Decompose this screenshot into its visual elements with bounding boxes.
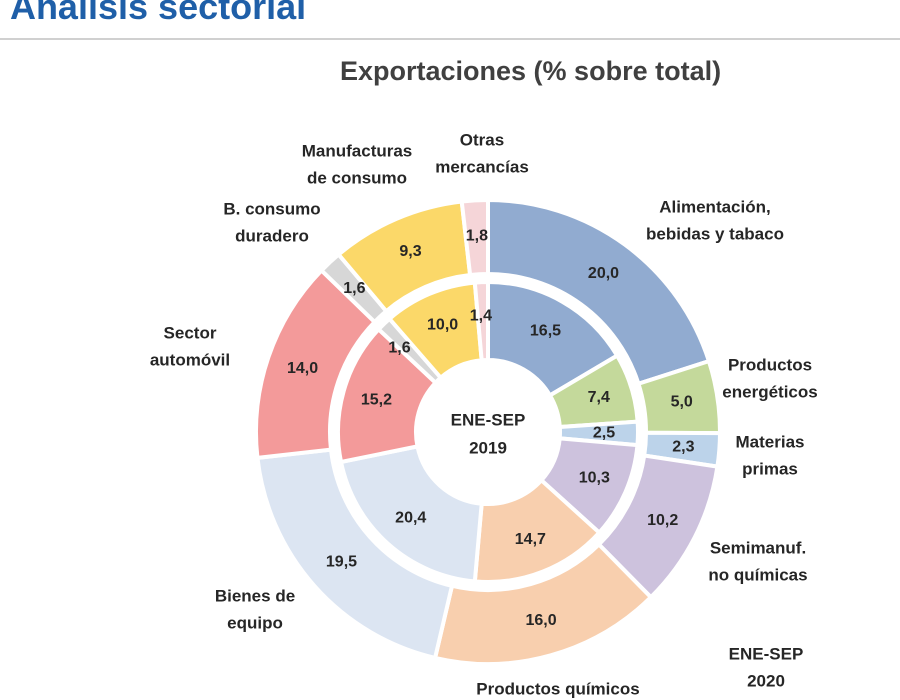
category-label-0-line-1: bebidas y tabaco bbox=[646, 224, 784, 243]
chart-title: Exportaciones (% sobre total) bbox=[340, 56, 722, 86]
category-label-2-line-0: Materias bbox=[736, 432, 805, 451]
value-label-inner-9: 1,4 bbox=[470, 307, 492, 324]
category-label-1-line-0: Productos bbox=[728, 355, 812, 374]
category-label-7-line-1: duradero bbox=[235, 226, 309, 245]
category-label-5-line-0: Bienes de bbox=[215, 586, 295, 605]
value-label-outer-5: 19,5 bbox=[326, 553, 357, 570]
value-label-inner-6: 15,2 bbox=[361, 392, 392, 409]
value-label-outer-4: 16,0 bbox=[525, 612, 556, 629]
category-label-2-line-1: primas bbox=[742, 459, 798, 478]
category-label-9-line-0: Otras bbox=[460, 130, 504, 149]
outer-ring-label-line-1: 2020 bbox=[747, 671, 785, 690]
center-label-line-0: ENE-SEP bbox=[451, 410, 526, 429]
category-label-5-line-1: equipo bbox=[227, 613, 283, 632]
slice-outer-9 bbox=[459, 197, 490, 278]
value-label-outer-0: 20,0 bbox=[588, 265, 619, 282]
value-label-outer-6: 14,0 bbox=[287, 360, 318, 377]
value-label-outer-8: 9,3 bbox=[399, 243, 421, 260]
center-label-line-1: 2019 bbox=[469, 438, 507, 457]
value-label-outer-1: 5,0 bbox=[671, 393, 693, 410]
slice-inner-9 bbox=[472, 279, 490, 363]
value-label-inner-3: 10,3 bbox=[579, 470, 610, 487]
value-label-outer-2: 2,3 bbox=[672, 438, 694, 455]
value-label-inner-1: 7,4 bbox=[588, 389, 610, 406]
value-label-inner-8: 10,0 bbox=[427, 316, 458, 333]
header-divider bbox=[0, 38, 900, 40]
slice-inner-0 bbox=[486, 279, 620, 399]
category-label-8-line-0: Manufacturas bbox=[302, 141, 413, 160]
value-label-outer-3: 10,2 bbox=[647, 512, 678, 529]
category-label-3-line-1: no químicas bbox=[708, 565, 807, 584]
value-label-inner-5: 20,4 bbox=[395, 510, 426, 527]
page-title: Análisis sectorial bbox=[10, 0, 307, 27]
category-label-6-line-1: automóvil bbox=[150, 350, 230, 369]
value-label-outer-9: 1,8 bbox=[466, 228, 488, 245]
value-label-outer-7: 1,6 bbox=[343, 280, 365, 297]
outer-ring-label-line-0: ENE-SEP bbox=[729, 644, 804, 663]
category-label-8-line-1: de consumo bbox=[307, 168, 407, 187]
value-label-inner-0: 16,5 bbox=[530, 322, 561, 339]
category-label-9-line-1: mercancías bbox=[435, 157, 529, 176]
category-label-6-line-0: Sector bbox=[164, 323, 217, 342]
category-label-0-line-0: Alimentación, bbox=[659, 197, 770, 216]
value-label-inner-7: 1,6 bbox=[388, 340, 410, 357]
value-label-inner-2: 2,5 bbox=[593, 424, 615, 441]
category-label-3-line-0: Semimanuf. bbox=[710, 538, 806, 557]
value-label-inner-4: 14,7 bbox=[515, 531, 546, 548]
category-label-7-line-0: B. consumo bbox=[223, 199, 320, 218]
slice-inner-5 bbox=[338, 444, 484, 584]
category-label-4-line-0: Productos químicos bbox=[476, 679, 639, 698]
category-label-1-line-1: energéticos bbox=[722, 382, 817, 401]
